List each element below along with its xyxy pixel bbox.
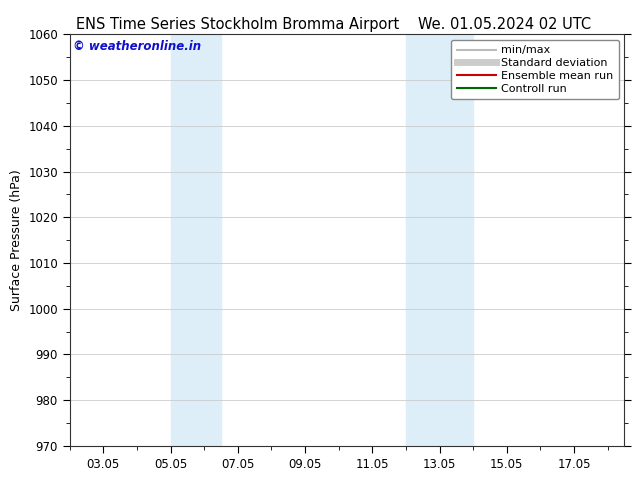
Text: We. 01.05.2024 02 UTC: We. 01.05.2024 02 UTC xyxy=(418,17,592,32)
Y-axis label: Surface Pressure (hPa): Surface Pressure (hPa) xyxy=(10,169,23,311)
Text: © weatheronline.in: © weatheronline.in xyxy=(72,41,200,53)
Legend: min/max, Standard deviation, Ensemble mean run, Controll run: min/max, Standard deviation, Ensemble me… xyxy=(451,40,619,99)
Bar xyxy=(171,34,221,446)
Title: ENS Time Series Stockholm Bromma Airport     We. 01.05.2024 02 UTC: ENS Time Series Stockholm Bromma Airport… xyxy=(0,489,1,490)
Bar xyxy=(406,34,473,446)
Text: ENS Time Series Stockholm Bromma Airport: ENS Time Series Stockholm Bromma Airport xyxy=(76,17,399,32)
